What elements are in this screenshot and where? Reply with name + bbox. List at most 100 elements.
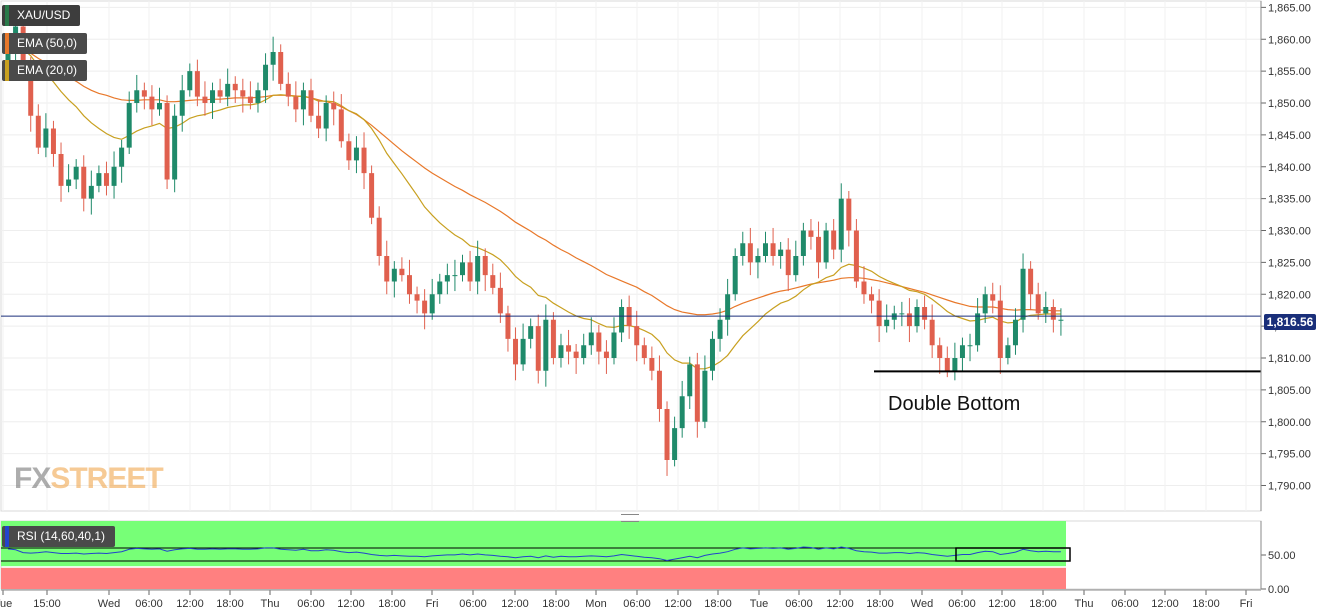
overlay-lines <box>1 315 1261 373</box>
price-tick-label: 1,855.00 <box>1268 66 1311 78</box>
time-tick-label: 18:00 <box>542 598 570 610</box>
candle-body <box>460 262 465 276</box>
candle-body <box>210 90 216 103</box>
candle-body <box>906 313 912 327</box>
time-tick-label: 18:00 <box>1029 598 1057 610</box>
candle-body <box>399 268 405 276</box>
ema50-label: EMA (50,0) <box>17 36 78 50</box>
candle-body <box>172 115 178 180</box>
candle-body <box>157 103 162 110</box>
candlesticks <box>5 11 1064 476</box>
ema20-label: EMA (20,0) <box>17 63 78 77</box>
candle-body <box>944 358 950 371</box>
candle-body <box>967 345 973 347</box>
time-tick-label: Mon <box>585 598 606 610</box>
candle-body <box>581 345 587 358</box>
candle-body <box>679 396 685 429</box>
candle-body <box>323 103 329 129</box>
price-tick-label: 1,810.00 <box>1268 353 1311 365</box>
candle-body <box>300 90 306 110</box>
candle-body <box>990 294 996 301</box>
candle-body <box>528 326 534 339</box>
candle-body <box>497 287 503 314</box>
candle-body <box>429 294 435 314</box>
candle-body <box>649 358 655 371</box>
time-tick-label: 06:00 <box>459 598 487 610</box>
candle-body <box>634 326 640 346</box>
candle-body <box>1043 307 1049 314</box>
candle-body <box>838 198 844 250</box>
candle-body <box>687 364 693 397</box>
candle-body <box>823 230 829 263</box>
rsi-legend[interactable]: RSI (14,60,40,1) <box>2 526 116 547</box>
time-tick-label: Tue <box>0 598 12 610</box>
candle-body <box>732 256 738 295</box>
candle-body <box>66 179 72 186</box>
candle-body <box>1035 294 1041 314</box>
time-tick-label: Thu <box>1075 598 1094 610</box>
ema20-legend[interactable]: EMA (20,0) <box>2 60 88 81</box>
price-tick-label: 1,865.00 <box>1268 2 1311 14</box>
candle-body <box>702 370 708 422</box>
candle-body <box>346 141 352 161</box>
price-tick-label: 1,820.00 <box>1268 289 1311 301</box>
candle-body <box>816 236 822 263</box>
rsi-oversold-zone <box>1 567 1066 589</box>
time-tick-label: Thu <box>261 598 280 610</box>
candle-body <box>263 64 269 91</box>
panel-resize-handle[interactable] <box>621 514 639 522</box>
candle-body <box>672 428 678 460</box>
candle-body <box>467 262 473 282</box>
time-tick-label: 06:00 <box>623 598 651 610</box>
price-tick-label: 1,845.00 <box>1268 130 1311 142</box>
candle-body <box>81 166 87 199</box>
candle-body <box>846 198 852 231</box>
symbol-legend[interactable]: XAU/USD <box>2 5 81 26</box>
current-price-label: 1,816.56 <box>1264 314 1316 330</box>
candle-body <box>270 52 276 65</box>
ema50-legend[interactable]: EMA (50,0) <box>2 33 88 54</box>
candle-body <box>566 345 572 352</box>
time-tick-label: 12:00 <box>664 598 692 610</box>
candle-body <box>361 147 367 174</box>
candle-body <box>899 313 905 315</box>
candle-body <box>384 256 390 282</box>
candle-body <box>308 90 314 116</box>
time-axis[interactable]: Tue 15:00 Wed 06:00 12:00 18:00 Thu 06:00 12:00 1… <box>0 589 1261 610</box>
rsi-tick-label: 0.00 <box>1268 584 1289 596</box>
candle-body <box>1050 307 1056 320</box>
candle-body <box>588 332 594 346</box>
candle-body <box>490 275 496 288</box>
candle-body <box>141 90 147 97</box>
ema50-path <box>7 48 1061 316</box>
candle-body <box>793 256 799 276</box>
watermark-street: STREET <box>50 462 163 495</box>
candle-body <box>376 217 382 256</box>
candle-body <box>619 307 625 333</box>
time-tick-label: 06:00 <box>785 598 813 610</box>
price-axis[interactable]: 1,790.00 1,795.00 1,800.00 1,805.00 1,810.00… <box>1260 1 1311 596</box>
candle-body <box>755 256 761 263</box>
candle-body <box>929 319 935 346</box>
candle-body <box>50 128 56 154</box>
time-tick-label: 12:00 <box>337 598 365 610</box>
candle-body <box>800 230 806 256</box>
fxstreet-watermark: FXSTREET <box>14 462 164 496</box>
candle-body <box>149 96 155 110</box>
candle-body <box>982 294 988 314</box>
candle-body <box>202 96 208 103</box>
time-tick-label: Fri <box>1240 598 1253 610</box>
rsi-label: RSI (14,60,40,1) <box>17 529 106 543</box>
time-tick-label: 12:00 <box>1151 598 1179 610</box>
candle-body <box>164 103 170 180</box>
candle-body <box>937 345 943 358</box>
candle-body <box>5 52 11 65</box>
candle-body <box>217 90 223 97</box>
candle-body <box>369 173 375 218</box>
candle-body <box>255 90 261 103</box>
candle-body <box>331 103 337 110</box>
candle-body <box>861 281 867 295</box>
candle-body <box>952 358 958 371</box>
candle-body <box>558 345 564 358</box>
